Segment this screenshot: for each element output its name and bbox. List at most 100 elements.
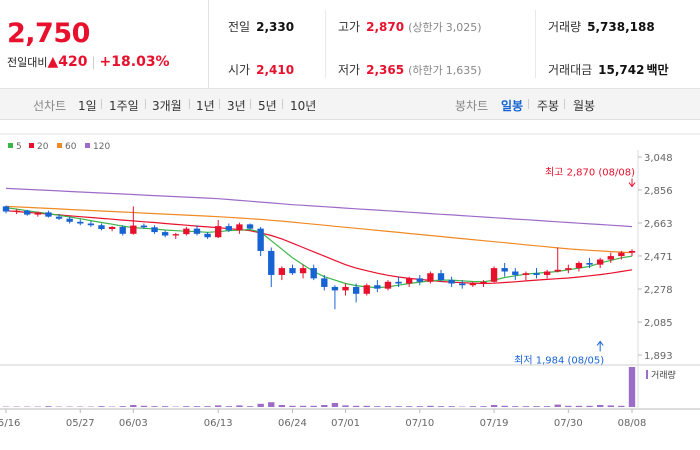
candle-body bbox=[427, 273, 434, 282]
volume-bar bbox=[236, 405, 243, 407]
divider bbox=[250, 99, 251, 109]
x-tick-label: 07/10 bbox=[405, 418, 434, 429]
volume-bar bbox=[140, 405, 148, 407]
volume-bar bbox=[565, 405, 572, 407]
volume-bar bbox=[427, 405, 434, 407]
change-rate: +18.03% bbox=[99, 54, 170, 70]
candle-body bbox=[172, 234, 179, 236]
candle-monthly[interactable]: 월봉 bbox=[573, 99, 596, 113]
low-annotation: 최저 1,984 (08/05) bbox=[514, 354, 604, 366]
candle-body bbox=[406, 278, 413, 284]
divider bbox=[101, 99, 102, 109]
volume-bar bbox=[268, 402, 275, 407]
volume-bar bbox=[384, 406, 392, 407]
high-annotation: 최고 2,870 (08/08) bbox=[545, 167, 635, 179]
volume-stat: 거래량 5,738,188 bbox=[548, 20, 655, 34]
y-tick-label: 2,278 bbox=[644, 285, 673, 296]
prev-close-stat: 전일 2,330 bbox=[228, 20, 295, 34]
y-tick-label: 2,085 bbox=[644, 318, 673, 329]
candle-body bbox=[469, 283, 477, 286]
candle-body bbox=[183, 228, 190, 235]
period-1d[interactable]: 1일 bbox=[78, 99, 97, 113]
candle-body bbox=[459, 283, 466, 286]
volume-bar bbox=[331, 403, 339, 407]
candle-body bbox=[374, 285, 381, 289]
volume-bar bbox=[416, 406, 423, 407]
candle-body bbox=[533, 273, 540, 275]
candle-body bbox=[66, 218, 73, 222]
volume-bar bbox=[490, 405, 498, 407]
candle-body bbox=[512, 271, 519, 275]
candle-body bbox=[289, 268, 296, 274]
period-3y[interactable]: 3년 bbox=[227, 99, 246, 113]
period-1w[interactable]: 1주일 bbox=[109, 99, 139, 113]
candle-body bbox=[215, 226, 222, 238]
volume-bar bbox=[533, 406, 540, 407]
volume-bar bbox=[512, 406, 519, 407]
candle-body bbox=[607, 256, 614, 260]
volume-bar bbox=[193, 406, 201, 407]
x-tick-label: 05/27 bbox=[66, 418, 95, 429]
candle-body bbox=[628, 250, 636, 253]
divider: | bbox=[91, 55, 96, 69]
legend-swatch bbox=[8, 143, 13, 148]
legend-label: 60 bbox=[65, 142, 77, 152]
period-1y[interactable]: 1년 bbox=[196, 99, 215, 113]
legend-label: 20 bbox=[37, 142, 49, 152]
volume-bar bbox=[374, 406, 381, 407]
candle-body bbox=[225, 226, 232, 231]
change-label: 전일대비 bbox=[7, 56, 48, 69]
volume-bar bbox=[98, 406, 105, 407]
legend-label: 5 bbox=[16, 142, 22, 152]
amount-stat: 거래대금 15,742 백만 bbox=[548, 63, 669, 77]
candle-weekly[interactable]: 주봉 bbox=[537, 99, 560, 113]
candle-body bbox=[236, 224, 243, 231]
candle-body bbox=[87, 223, 95, 226]
candle-body bbox=[543, 271, 551, 275]
period-3m[interactable]: 3개월 bbox=[152, 99, 182, 113]
candle-body bbox=[395, 281, 402, 284]
divider bbox=[282, 99, 283, 109]
candle-body bbox=[522, 273, 530, 275]
period-10y[interactable]: 10년 bbox=[290, 99, 317, 113]
x-tick-label: 07/30 bbox=[554, 418, 583, 429]
volume-bar bbox=[225, 406, 232, 407]
volume-bar bbox=[215, 405, 222, 407]
volume-bar bbox=[321, 405, 328, 407]
volume-bar bbox=[522, 406, 530, 407]
change-row: 전일대비▲420 | +18.03% bbox=[7, 54, 170, 70]
candle-body bbox=[257, 228, 264, 251]
legend-swatch bbox=[29, 143, 34, 148]
period-5y[interactable]: 5년 bbox=[258, 99, 277, 113]
candle-body bbox=[108, 226, 116, 229]
candle-body bbox=[416, 278, 423, 282]
divider bbox=[189, 99, 190, 109]
candle-body bbox=[342, 286, 349, 291]
volume-bar bbox=[352, 405, 360, 407]
candle-body bbox=[204, 233, 211, 238]
volume-bar bbox=[183, 406, 190, 407]
volume-bar bbox=[151, 406, 158, 407]
divider bbox=[219, 99, 220, 109]
legend-swatch bbox=[85, 143, 90, 148]
low-arrow-head bbox=[596, 340, 604, 346]
divider bbox=[528, 99, 529, 109]
volume-bar bbox=[480, 406, 487, 407]
ma20-line bbox=[5, 210, 633, 285]
volume-bar bbox=[246, 406, 254, 407]
y-tick-label: 2,856 bbox=[644, 186, 673, 197]
low-stat: 저가 2,365 (하한가 1,635) bbox=[338, 63, 482, 77]
high-arrow-head bbox=[628, 182, 636, 188]
candle-body bbox=[310, 268, 317, 279]
volume-bar bbox=[448, 406, 455, 407]
price-box: 2,750 전일대비▲420 | +18.03% bbox=[0, 0, 209, 88]
candle-body bbox=[34, 212, 42, 215]
current-price: 2,750 bbox=[7, 18, 90, 49]
candle-daily[interactable]: 일봉 bbox=[501, 99, 524, 113]
y-tick-label: 1,893 bbox=[644, 351, 673, 362]
candle-body bbox=[77, 221, 84, 224]
quote-header: 2,750 전일대비▲420 | +18.03% 전일 2,330 시가 2,410 고… bbox=[0, 0, 700, 89]
candle-body bbox=[618, 252, 625, 257]
candle-body bbox=[554, 269, 561, 272]
candle-body bbox=[161, 232, 169, 236]
